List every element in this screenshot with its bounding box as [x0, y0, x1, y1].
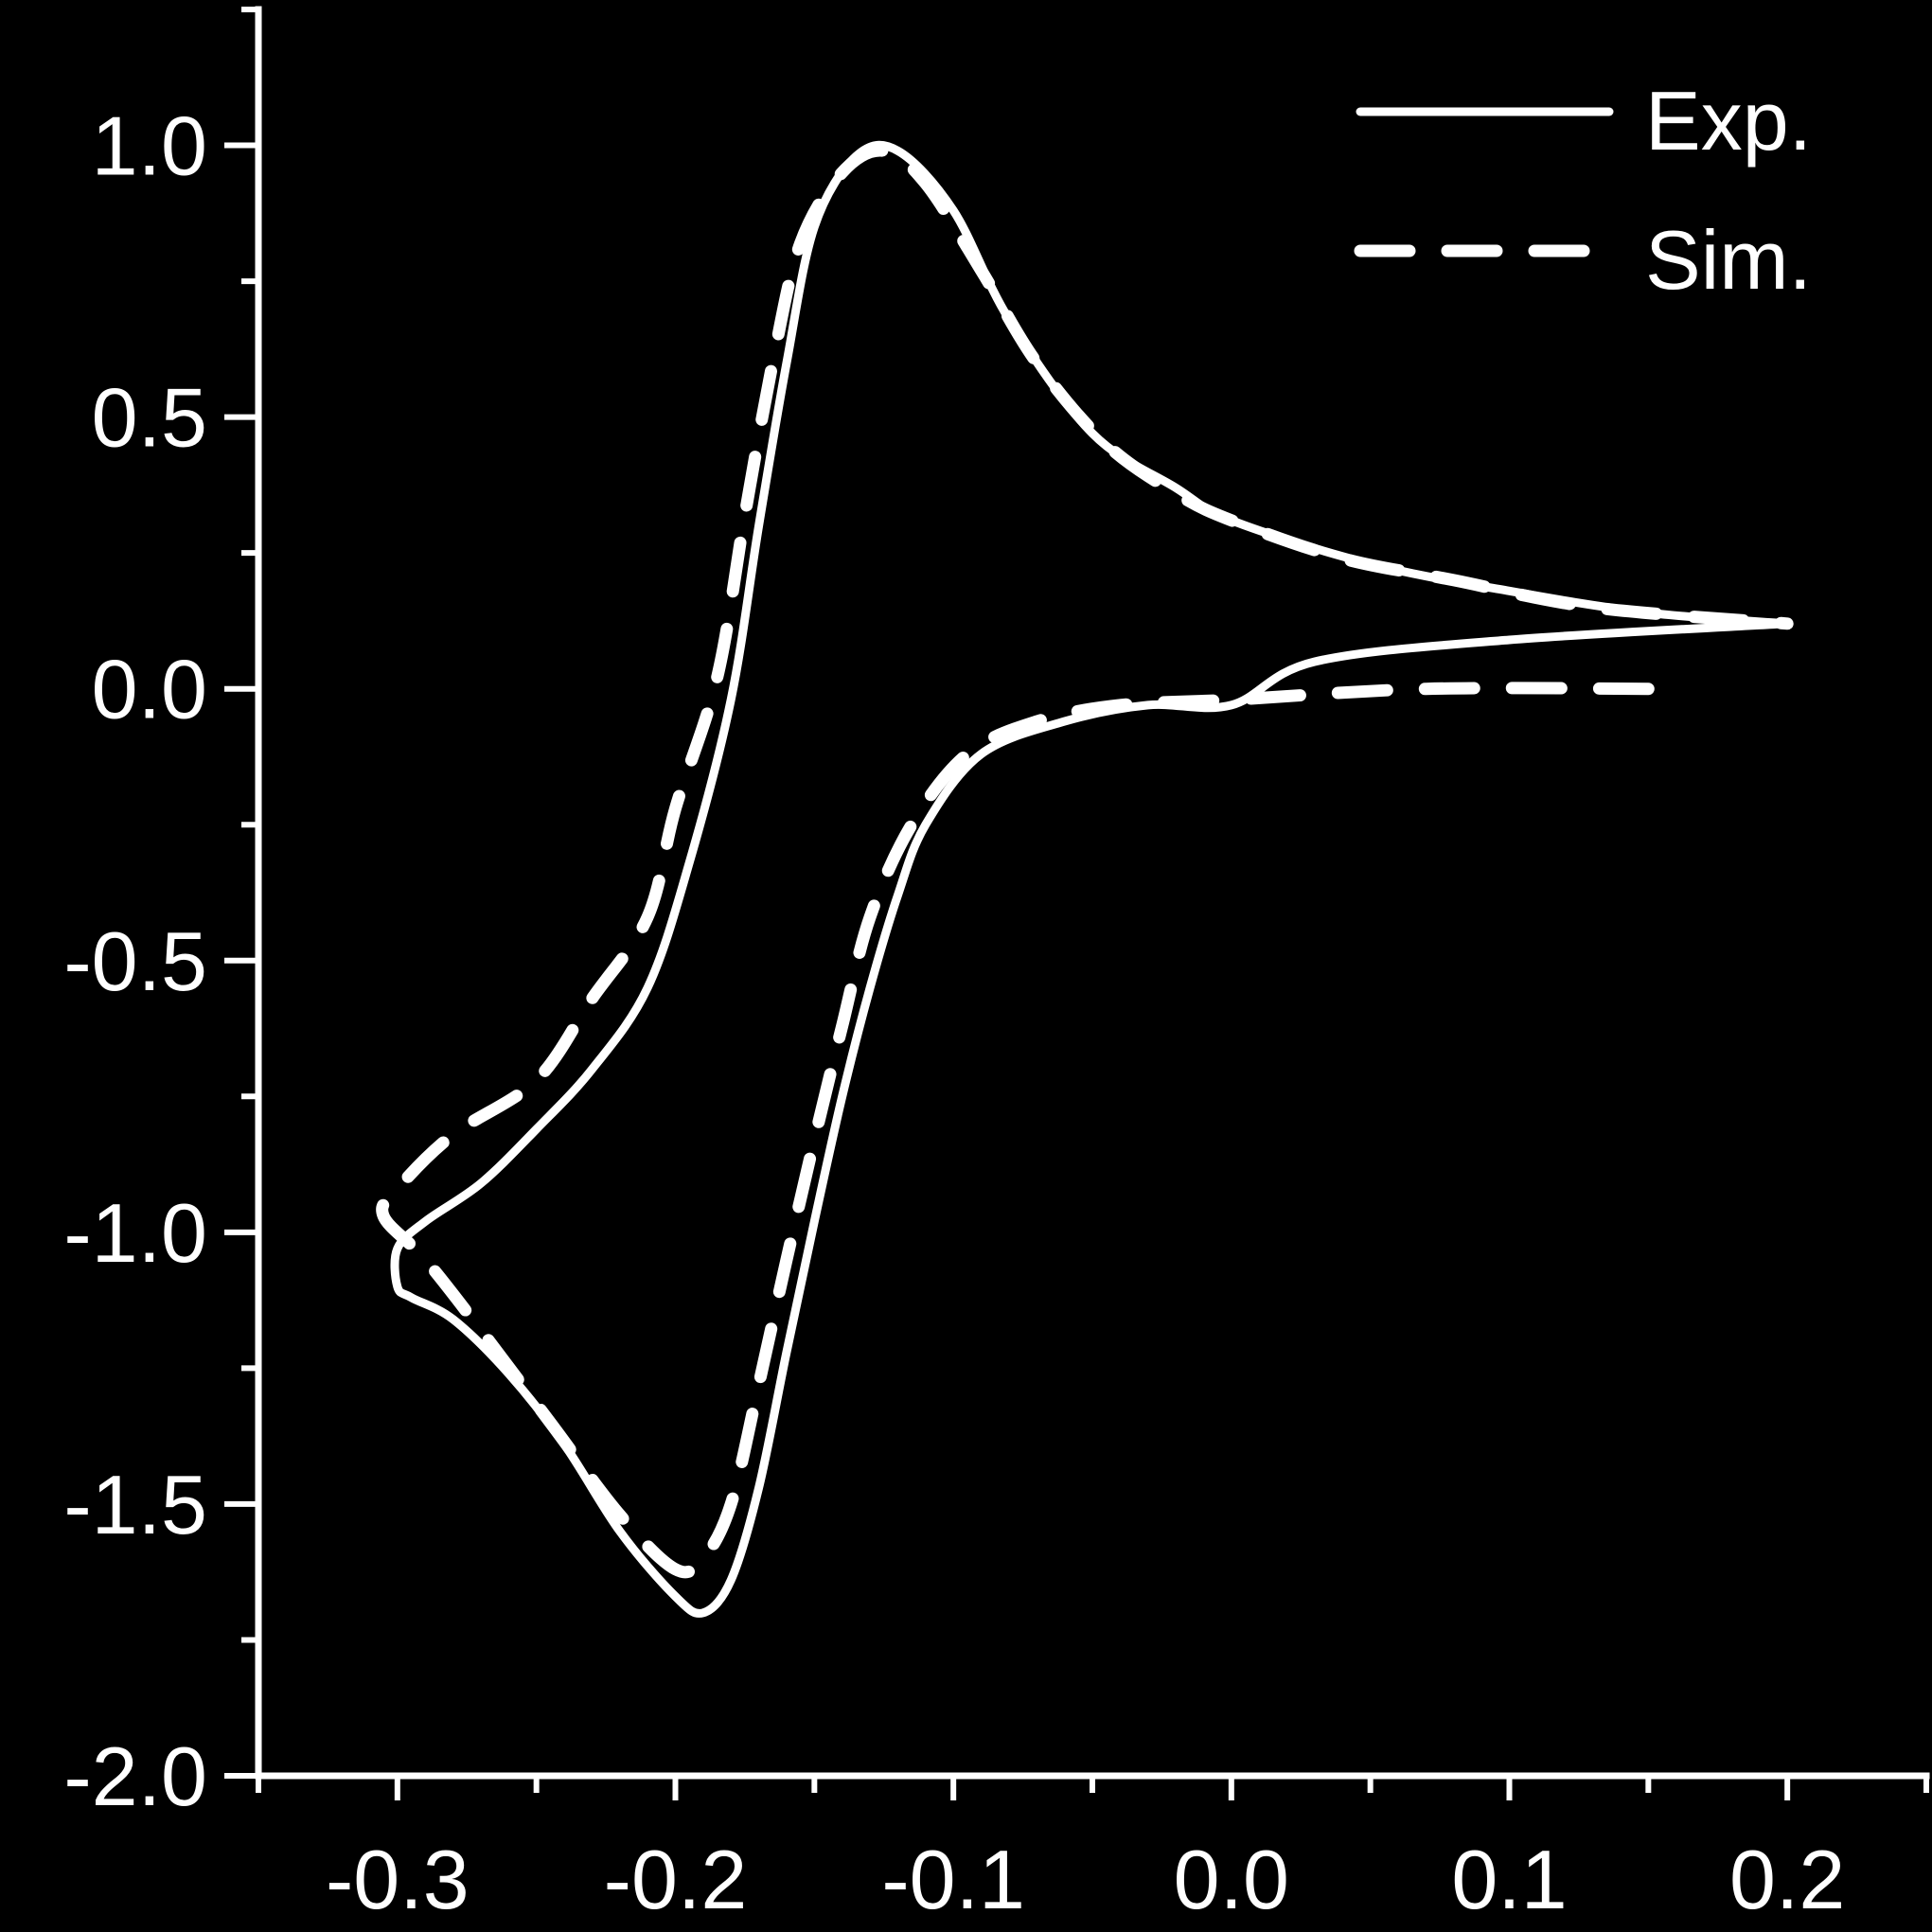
series	[376, 140, 1794, 1618]
x-tick-label: -0.3	[326, 1833, 470, 1926]
x-tick-label: -0.1	[881, 1833, 1025, 1926]
y-tick-label: 0.0	[92, 643, 207, 736]
y-tick-label: -0.5	[63, 914, 207, 1008]
x-tick-label: 0.1	[1451, 1833, 1567, 1926]
y-tick-label: -2.0	[63, 1729, 207, 1823]
y-tick-label: 0.5	[92, 371, 207, 465]
axes: 1.0 0.5 0.0 -0.5 -1.0 -1.5 -2.0 -0.3 -0.2 -0.1 0.0…	[63, 6, 1930, 1926]
x-tick-label: 0.0	[1174, 1833, 1289, 1926]
legend: Exp. Sim.	[1354, 74, 1812, 307]
series-line-sim	[376, 144, 1794, 1579]
y-tick-label: -1.0	[63, 1186, 207, 1280]
y-tick-label: -1.5	[63, 1458, 207, 1551]
x-tick-label: 0.2	[1729, 1833, 1845, 1926]
x-tick-label: -0.2	[604, 1833, 748, 1926]
y-tick-label: 1.0	[92, 99, 207, 193]
legend-label: Sim.	[1645, 213, 1812, 307]
legend-label: Exp.	[1645, 74, 1812, 168]
